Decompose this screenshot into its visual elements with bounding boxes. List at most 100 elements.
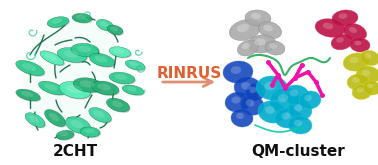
Ellipse shape: [126, 61, 146, 71]
Ellipse shape: [74, 79, 104, 93]
Ellipse shape: [294, 104, 302, 112]
Ellipse shape: [265, 41, 285, 55]
Ellipse shape: [259, 21, 282, 39]
Ellipse shape: [17, 90, 41, 102]
Ellipse shape: [122, 85, 144, 95]
Ellipse shape: [225, 92, 251, 112]
Ellipse shape: [41, 52, 65, 66]
Ellipse shape: [72, 13, 92, 23]
Ellipse shape: [48, 18, 70, 28]
Ellipse shape: [58, 49, 88, 63]
Ellipse shape: [16, 89, 40, 101]
Ellipse shape: [360, 50, 378, 66]
Ellipse shape: [367, 83, 373, 88]
Ellipse shape: [60, 82, 92, 99]
Ellipse shape: [49, 113, 59, 121]
Ellipse shape: [363, 81, 378, 95]
Ellipse shape: [350, 38, 370, 52]
Text: QM-cluster: QM-cluster: [251, 145, 345, 160]
Ellipse shape: [237, 40, 259, 56]
Ellipse shape: [22, 63, 36, 71]
Ellipse shape: [110, 73, 136, 85]
Ellipse shape: [64, 50, 78, 58]
Ellipse shape: [57, 48, 87, 62]
Ellipse shape: [90, 109, 112, 123]
Ellipse shape: [125, 60, 145, 70]
Ellipse shape: [246, 99, 254, 107]
Ellipse shape: [127, 86, 137, 91]
Ellipse shape: [290, 89, 299, 97]
Ellipse shape: [97, 83, 111, 90]
Ellipse shape: [355, 41, 361, 46]
Ellipse shape: [242, 43, 250, 49]
Ellipse shape: [288, 116, 312, 134]
Ellipse shape: [231, 109, 253, 127]
Ellipse shape: [270, 88, 300, 112]
Ellipse shape: [107, 99, 130, 113]
Ellipse shape: [110, 48, 132, 58]
Ellipse shape: [94, 56, 107, 62]
Ellipse shape: [29, 115, 39, 123]
Ellipse shape: [236, 113, 244, 119]
Ellipse shape: [229, 19, 261, 41]
Ellipse shape: [248, 35, 276, 53]
Ellipse shape: [22, 20, 127, 135]
Ellipse shape: [110, 27, 118, 31]
Text: 2CHT: 2CHT: [53, 145, 98, 160]
Ellipse shape: [362, 70, 370, 76]
Ellipse shape: [72, 44, 100, 58]
Ellipse shape: [92, 82, 120, 96]
Ellipse shape: [46, 111, 67, 127]
Ellipse shape: [65, 117, 90, 133]
Ellipse shape: [237, 24, 249, 32]
Ellipse shape: [40, 82, 67, 96]
Ellipse shape: [331, 34, 353, 50]
Ellipse shape: [81, 128, 101, 138]
Ellipse shape: [356, 66, 378, 84]
Ellipse shape: [84, 129, 94, 133]
Ellipse shape: [332, 10, 358, 26]
Ellipse shape: [73, 14, 93, 24]
Ellipse shape: [40, 51, 64, 65]
Ellipse shape: [123, 86, 145, 96]
Ellipse shape: [76, 15, 86, 19]
Ellipse shape: [73, 78, 103, 92]
Ellipse shape: [343, 23, 367, 41]
Ellipse shape: [349, 27, 357, 33]
Ellipse shape: [347, 74, 369, 90]
Ellipse shape: [304, 95, 312, 101]
Ellipse shape: [89, 53, 115, 67]
Ellipse shape: [79, 80, 94, 88]
Ellipse shape: [17, 61, 45, 77]
Ellipse shape: [91, 81, 119, 95]
Ellipse shape: [77, 46, 91, 52]
Ellipse shape: [129, 62, 139, 66]
Ellipse shape: [89, 108, 111, 122]
Ellipse shape: [39, 81, 65, 95]
Ellipse shape: [59, 82, 91, 99]
Ellipse shape: [93, 110, 105, 118]
Ellipse shape: [352, 84, 372, 99]
Ellipse shape: [45, 110, 65, 126]
Ellipse shape: [299, 91, 321, 109]
Ellipse shape: [254, 38, 266, 46]
Ellipse shape: [282, 113, 291, 119]
Ellipse shape: [343, 53, 369, 71]
Ellipse shape: [59, 132, 68, 136]
Ellipse shape: [16, 60, 44, 76]
Ellipse shape: [57, 131, 75, 141]
Ellipse shape: [109, 47, 131, 57]
Ellipse shape: [80, 127, 100, 137]
Ellipse shape: [26, 114, 46, 128]
Ellipse shape: [25, 113, 45, 127]
Ellipse shape: [71, 43, 99, 57]
Ellipse shape: [51, 18, 62, 24]
Ellipse shape: [231, 66, 241, 74]
Ellipse shape: [278, 94, 288, 102]
Ellipse shape: [315, 19, 345, 37]
Ellipse shape: [56, 130, 74, 140]
Ellipse shape: [364, 53, 372, 59]
Ellipse shape: [350, 57, 358, 63]
Ellipse shape: [249, 87, 257, 93]
Ellipse shape: [288, 100, 312, 120]
